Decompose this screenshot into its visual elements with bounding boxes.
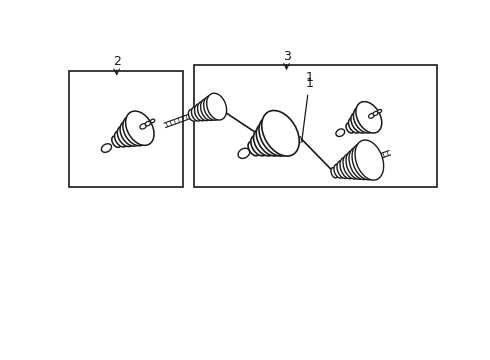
Ellipse shape: [334, 164, 343, 178]
Ellipse shape: [368, 113, 374, 118]
Ellipse shape: [123, 116, 147, 146]
Ellipse shape: [356, 102, 382, 133]
Ellipse shape: [188, 109, 197, 121]
Ellipse shape: [377, 109, 382, 113]
Ellipse shape: [112, 136, 121, 147]
Ellipse shape: [262, 111, 299, 156]
Ellipse shape: [352, 144, 378, 180]
Ellipse shape: [195, 104, 207, 121]
Ellipse shape: [346, 123, 354, 133]
Text: 1: 1: [305, 71, 313, 84]
Ellipse shape: [343, 154, 361, 179]
Bar: [69, 71, 183, 187]
Ellipse shape: [117, 126, 134, 147]
Ellipse shape: [120, 121, 141, 146]
Ellipse shape: [200, 99, 217, 121]
Text: 3: 3: [283, 50, 291, 63]
Ellipse shape: [248, 141, 259, 156]
Ellipse shape: [351, 112, 368, 133]
Ellipse shape: [331, 167, 338, 178]
Ellipse shape: [256, 123, 283, 156]
Ellipse shape: [251, 135, 267, 156]
Ellipse shape: [355, 140, 384, 180]
Text: 1: 1: [302, 77, 313, 140]
Bar: [194, 66, 437, 187]
Ellipse shape: [207, 93, 226, 120]
Ellipse shape: [259, 117, 291, 156]
Ellipse shape: [340, 157, 355, 179]
Ellipse shape: [337, 161, 349, 179]
Ellipse shape: [197, 101, 212, 121]
Text: 2: 2: [113, 55, 121, 68]
Ellipse shape: [150, 119, 155, 123]
Ellipse shape: [145, 121, 150, 126]
Ellipse shape: [125, 111, 154, 145]
Ellipse shape: [140, 123, 147, 129]
Ellipse shape: [115, 131, 127, 147]
Ellipse shape: [346, 150, 367, 179]
Ellipse shape: [204, 96, 221, 120]
Ellipse shape: [373, 111, 378, 116]
Ellipse shape: [192, 107, 202, 121]
Ellipse shape: [348, 118, 361, 133]
Ellipse shape: [349, 147, 372, 180]
Ellipse shape: [353, 107, 375, 133]
Ellipse shape: [253, 129, 275, 156]
